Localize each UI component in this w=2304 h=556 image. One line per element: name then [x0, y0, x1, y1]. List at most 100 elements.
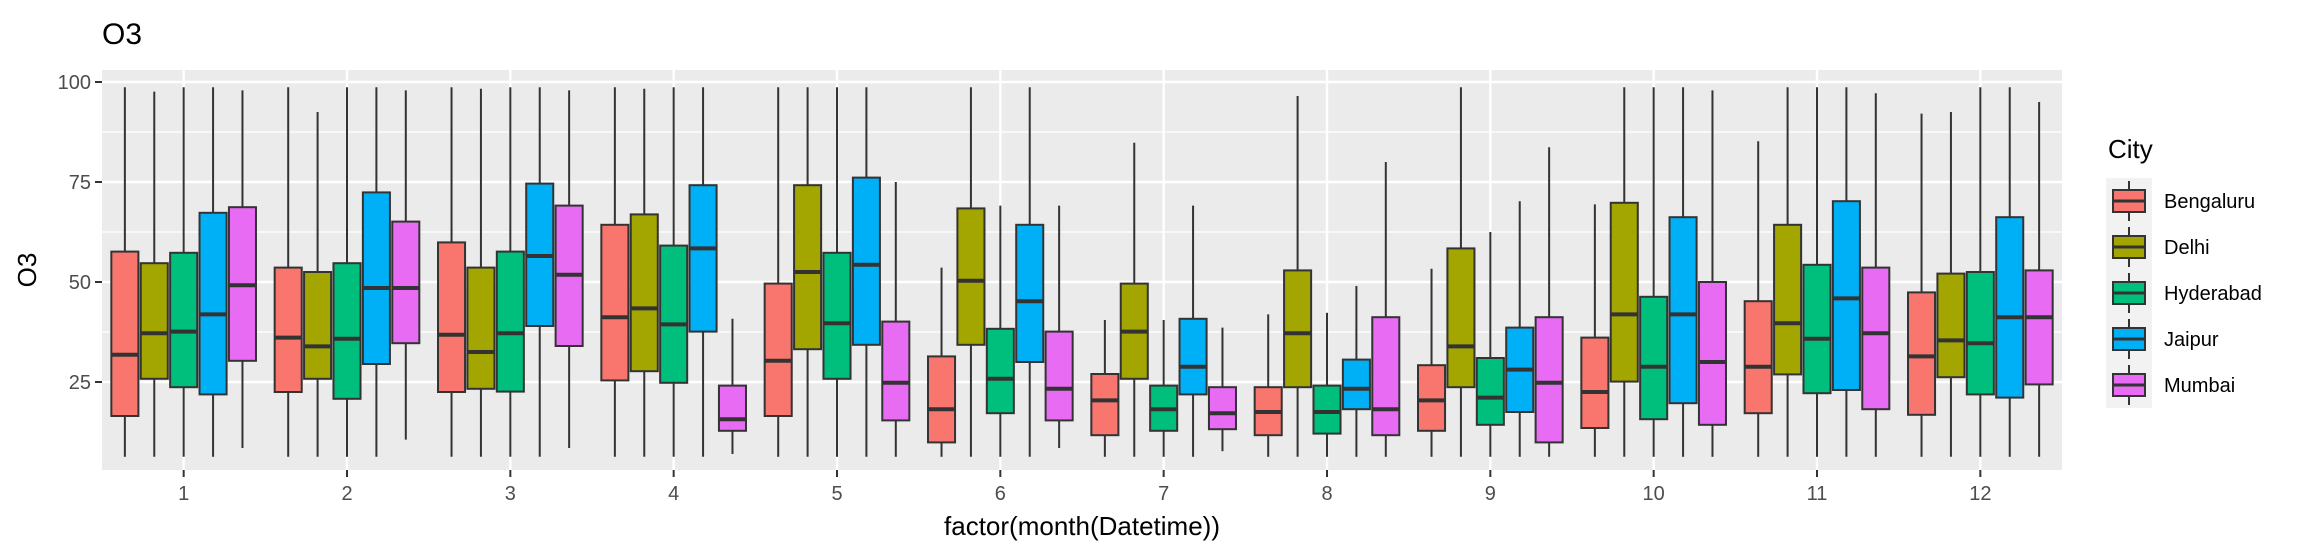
iqr-box: [466, 266, 496, 390]
iqr-box: [2024, 269, 2054, 386]
boxplot-jaipur-month-5: [851, 87, 881, 457]
iqr-box: [1341, 358, 1371, 411]
boxplot-bengaluru-month-7: [1090, 320, 1120, 457]
legend-item-jaipur: Jaipur: [2106, 316, 2219, 362]
iqr-box: [1044, 330, 1074, 422]
chart-title: O3: [102, 18, 142, 51]
boxplot-hyderabad-month-1: [169, 87, 199, 457]
iqr-box: [361, 191, 391, 365]
boxplot-hyderabad-month-6: [985, 205, 1015, 457]
boxplot-delhi-month-8: [1283, 96, 1313, 457]
boxplot-mumbai-month-2: [391, 90, 421, 440]
boxplot-hyderabad-month-5: [822, 87, 852, 457]
iqr-box: [1697, 281, 1727, 426]
iqr-box: [1534, 316, 1564, 444]
boxplot-jaipur-month-11: [1831, 87, 1861, 457]
iqr-box: [391, 220, 421, 345]
legend-label: Delhi: [2164, 237, 2210, 259]
legend-label: Bengaluru: [2164, 191, 2255, 213]
legend-item-hyderabad: Hyderabad: [2106, 270, 2262, 316]
x-tick-label: 6: [995, 483, 1006, 505]
boxplot-mumbai-month-11: [1861, 93, 1891, 457]
iqr-box: [495, 250, 525, 393]
iqr-box: [1090, 373, 1120, 437]
boxplot-hyderabad-month-8: [1312, 312, 1342, 457]
boxplot-delhi-month-12: [1936, 112, 1966, 457]
x-tick-label: 3: [505, 483, 516, 505]
minor-gridlines: [102, 131, 2062, 333]
iqr-box: [1312, 384, 1342, 435]
y-axis: 25 50 75 100: [58, 72, 102, 394]
legend-item-delhi: Delhi: [2106, 224, 2210, 270]
boxplot-bengaluru-month-10: [1580, 204, 1610, 457]
iqr-box: [110, 250, 140, 417]
iqr-box: [688, 184, 718, 333]
boxplot-delhi-month-3: [466, 88, 496, 457]
boxplot-jaipur-month-1: [198, 87, 228, 457]
x-tick-label: 2: [341, 483, 352, 505]
iqr-box: [1995, 216, 2025, 399]
iqr-box: [169, 251, 199, 389]
boxplot-delhi-month-10: [1609, 87, 1639, 457]
y-tick-label: 50: [69, 272, 91, 294]
iqr-box: [198, 211, 228, 396]
iqr-box: [1283, 269, 1313, 389]
boxplot-jaipur-month-10: [1668, 87, 1698, 457]
boxplot-delhi-month-7: [1119, 142, 1149, 457]
boxplot-bengaluru-month-1: [110, 87, 140, 457]
x-tick-label: 5: [831, 483, 842, 505]
boxplot-mumbai-month-4: [717, 318, 747, 454]
boxplot-bengaluru-month-2: [273, 87, 303, 457]
plot-panel: [102, 70, 2062, 470]
x-tick-label: 1: [178, 483, 189, 505]
legend-title: City: [2108, 134, 2153, 164]
iqr-box: [139, 262, 169, 380]
boxplot-delhi-month-9: [1446, 87, 1476, 457]
y-tick-label: 75: [69, 172, 91, 194]
iqr-box: [1936, 272, 1966, 379]
iqr-box: [1580, 336, 1610, 430]
iqr-box: [273, 266, 303, 394]
boxplot-bengaluru-month-9: [1417, 268, 1447, 457]
boxplot-hyderabad-month-10: [1639, 87, 1669, 457]
boxplot-bengaluru-month-3: [437, 87, 467, 457]
iqr-box: [1831, 200, 1861, 391]
box-layer: [110, 87, 2054, 457]
boxplot-delhi-month-2: [303, 112, 333, 457]
boxplot-bengaluru-month-6: [927, 267, 957, 457]
iqr-box: [659, 244, 689, 384]
boxplot-jaipur-month-6: [1015, 87, 1045, 457]
boxplot-mumbai-month-5: [881, 182, 911, 457]
boxplot-jaipur-month-4: [688, 87, 718, 457]
x-tick-label: 4: [668, 483, 679, 505]
iqr-box: [1417, 364, 1447, 432]
boxplot-delhi-month-4: [629, 88, 659, 457]
boxplot-delhi-month-6: [956, 87, 986, 457]
iqr-box: [1861, 266, 1891, 411]
x-axis-title: factor(month(Datetime)): [944, 511, 1220, 541]
iqr-box: [985, 327, 1015, 415]
boxplot-delhi-month-11: [1773, 87, 1803, 457]
x-axis: 1 2 3 4 5 6 7 8 9 10 11 12: [178, 470, 1991, 505]
boxplot-bengaluru-month-8: [1253, 314, 1283, 457]
boxplot-hyderabad-month-11: [1802, 87, 1832, 457]
legend-item-bengaluru: Bengaluru: [2106, 178, 2255, 224]
iqr-box: [1178, 317, 1208, 396]
legend-item-mumbai: Mumbai: [2106, 362, 2235, 408]
boxplot-mumbai-month-6: [1044, 205, 1074, 448]
iqr-box: [332, 262, 362, 400]
iqr-box: [1371, 316, 1401, 437]
iqr-box: [629, 213, 659, 373]
iqr-box: [717, 384, 747, 432]
iqr-box: [927, 355, 957, 444]
boxplot-bengaluru-month-12: [1907, 113, 1937, 457]
iqr-box: [763, 282, 793, 417]
boxplot-jaipur-month-3: [525, 87, 555, 457]
iqr-box: [1609, 201, 1639, 383]
iqr-box: [881, 320, 911, 422]
x-tick-label: 11: [1807, 483, 1828, 505]
boxplot-hyderabad-month-9: [1475, 232, 1505, 457]
iqr-box: [600, 223, 630, 382]
iqr-box: [1907, 291, 1937, 416]
